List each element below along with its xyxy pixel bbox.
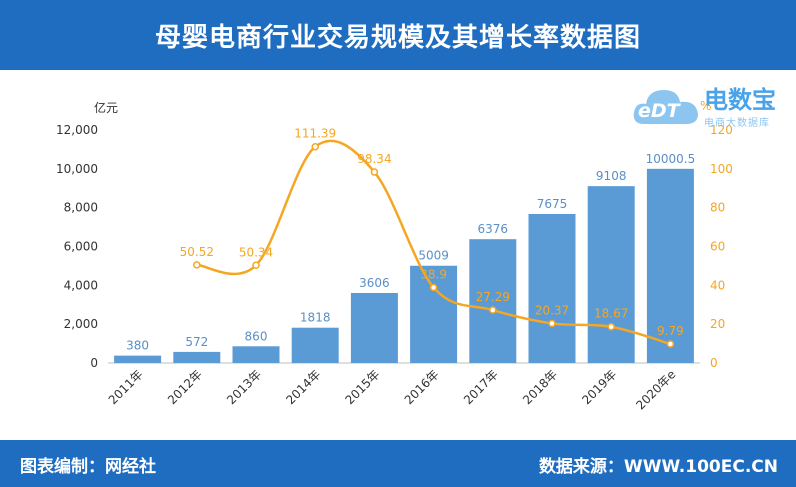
- growth-rate-point: [311, 142, 319, 151]
- bar: [528, 213, 576, 363]
- growth-rate-point: [548, 319, 556, 328]
- chart-footer: 图表编制：网经社 数据来源：WWW.100EC.CN: [0, 440, 796, 487]
- bar-value-label: 10000.5: [646, 152, 696, 166]
- bar-value-label: 5009: [418, 249, 449, 263]
- chart-header: 母婴电商行业交易规模及其增长率数据图: [0, 0, 796, 70]
- y-axis-left-label: 亿元: [94, 100, 118, 115]
- growth-rate-label: 98.34: [357, 152, 391, 166]
- y-tick-right: 40: [710, 278, 725, 292]
- chart-credit: 图表编制：网经社: [20, 457, 156, 477]
- x-tick-label: 2018年: [520, 367, 560, 407]
- x-tick-label: 2012年: [165, 367, 205, 407]
- logo-tagline: 电商大数据库: [704, 118, 770, 129]
- growth-rate-point: [429, 283, 438, 292]
- growth-rate-point: [666, 340, 675, 348]
- growth-rate-line: [196, 139, 671, 346]
- growth-rate-point: [193, 261, 201, 269]
- logo-badge: eDT: [638, 100, 680, 122]
- chart-title: 母婴电商行业交易规模及其增长率数据图: [154, 22, 641, 53]
- bar: [350, 292, 398, 363]
- logo: eDT 电数宝 电商大数据库: [630, 80, 780, 132]
- bar: [646, 168, 694, 363]
- growth-rate-label: 27.29: [476, 290, 510, 304]
- bar-value-label: 860: [245, 329, 268, 343]
- y-axis-right-label: %: [700, 99, 711, 113]
- bar-value-label: 9108: [596, 169, 627, 183]
- x-tick-label: 2013年: [224, 367, 264, 407]
- y-tick-right: 80: [710, 201, 725, 215]
- y-tick-left: 12,000: [56, 123, 98, 137]
- growth-rate-label: 50.34: [239, 245, 273, 259]
- y-tick-left: 4,000: [64, 278, 98, 292]
- growth-rate-label: 9.79: [657, 324, 684, 338]
- y-tick-right: 100: [710, 162, 733, 176]
- bar: [410, 265, 458, 363]
- x-tick-label: 2015年: [343, 367, 383, 407]
- growth-rate-point: [370, 168, 379, 176]
- bar-value-label: 380: [126, 339, 149, 353]
- bar: [291, 327, 339, 363]
- growth-rate-point: [607, 322, 615, 331]
- y-tick-left: 6,000: [64, 240, 98, 254]
- bar: [587, 186, 635, 363]
- logo-name: 电数宝: [704, 86, 776, 114]
- y-tick-right: 0: [710, 356, 718, 370]
- bar-value-label: 3606: [359, 276, 390, 290]
- growth-rate-label: 38.9: [420, 267, 447, 281]
- bar-value-label: 572: [185, 335, 208, 349]
- x-tick-label: 2017年: [461, 367, 501, 407]
- bar: [114, 355, 162, 363]
- x-tick-label: 2016年: [402, 367, 442, 407]
- growth-rate-label: 111.39: [294, 127, 336, 141]
- bar: [469, 239, 517, 363]
- growth-rate-label: 18.67: [594, 307, 628, 321]
- y-tick-left: 0: [90, 356, 98, 370]
- cloud-logo-icon: [633, 90, 698, 124]
- bar-value-label: 6376: [478, 222, 509, 236]
- y-tick-left: 10,000: [56, 162, 98, 176]
- growth-rate-point: [489, 306, 497, 314]
- y-tick-left: 2,000: [64, 317, 98, 331]
- chart: 亿元 % 0 2,000 4,000 6,000 8,000 10,000 12,000 0 20 4…: [56, 99, 733, 412]
- y-tick-right: 60: [710, 240, 725, 254]
- bar: [173, 351, 221, 363]
- bar: [232, 346, 280, 363]
- y-tick-left: 8,000: [64, 201, 98, 215]
- x-tick-label: 2011年: [106, 367, 146, 407]
- x-tick-label: 2020年e: [633, 367, 678, 412]
- y-tick-right: 20: [710, 317, 725, 331]
- x-tick-label: 2019年: [579, 367, 619, 407]
- bar-value-label: 7675: [537, 197, 568, 211]
- y-tick-right: 120: [710, 123, 733, 137]
- chart-source: 数据来源：WWW.100EC.CN: [538, 457, 778, 477]
- growth-rate-label: 50.52: [180, 245, 214, 259]
- growth-rate-label: 20.37: [535, 303, 569, 317]
- bar-value-label: 1818: [300, 311, 331, 325]
- x-tick-label: 2014年: [283, 367, 323, 407]
- growth-rate-point: [252, 261, 260, 270]
